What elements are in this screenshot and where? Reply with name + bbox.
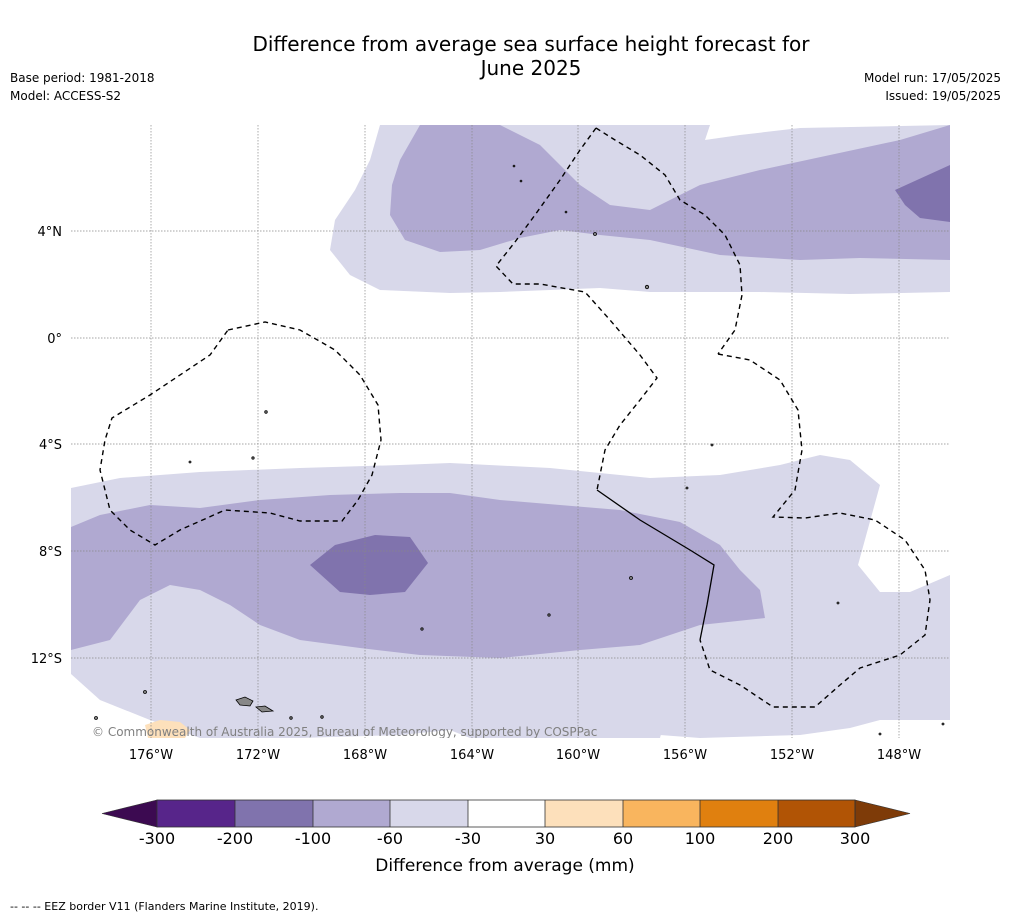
eez-north-west	[495, 127, 658, 491]
colorbar-tick: 60	[613, 829, 633, 848]
footnote-eez: -- -- -- EEZ border V11 (Flanders Marine…	[10, 900, 319, 913]
colorbar-tick: 200	[763, 829, 794, 848]
graticule	[71, 125, 950, 738]
lon-label-172w: 172°W	[236, 748, 280, 763]
colorbar-bin-7	[623, 800, 700, 827]
colorbar-tick: -200	[217, 829, 253, 848]
south-band-100-200	[310, 535, 428, 595]
colorbar-bin-2	[235, 800, 313, 827]
lon-label-152w: 152°W	[770, 748, 814, 763]
meta-right: Model run: 17/05/2025 Issued: 19/05/2025	[864, 69, 1001, 105]
lon-label-164w: 164°W	[450, 748, 494, 763]
eez-east	[699, 353, 931, 708]
lon-label-160w: 160°W	[556, 748, 600, 763]
latitude-labels: 4°N 0° 4°S 8°S 12°S	[31, 225, 62, 667]
colorbar-tick: -60	[377, 829, 403, 848]
colorbar-tick: 30	[535, 829, 555, 848]
positive-patch-30-60	[145, 720, 190, 738]
colorbar-bin-6	[545, 800, 623, 827]
colorbar: -300 -200 -100 -60 -30 30 60 100 200 300…	[101, 799, 911, 876]
colorbar-bin-8	[700, 800, 778, 827]
island-savaii	[235, 696, 254, 707]
colorbar-label: Difference from average (mm)	[375, 856, 634, 876]
lon-label-148w: 148°W	[877, 748, 921, 763]
colorbar-bin-3	[313, 800, 390, 827]
lat-label-0: 0°	[47, 332, 62, 347]
lat-label-12s: 12°S	[31, 652, 62, 667]
chart-title: Difference from average sea surface heig…	[200, 32, 862, 80]
colorbar-tick: 100	[685, 829, 716, 848]
colorbar-bin-5	[468, 800, 545, 827]
colorbar-tick: -100	[295, 829, 331, 848]
colorbar-bin-1	[157, 800, 235, 827]
map-panel: © Commonwealth of Australia 2025, Bureau…	[71, 125, 950, 739]
north-band-100-200	[895, 165, 950, 222]
lon-label-176w: 176°W	[129, 748, 173, 763]
eez-borders	[99, 127, 931, 708]
colorbar-min-extend	[101, 799, 158, 828]
base-period: Base period: 1981-2018	[10, 71, 155, 85]
eez-north	[595, 127, 743, 355]
lat-label-4s: 4°S	[39, 438, 62, 453]
north-band-60-100	[390, 125, 950, 260]
lat-label-4n: 4°N	[38, 225, 63, 240]
longitude-labels: 176°W 172°W 168°W 164°W 160°W 156°W 152°…	[129, 748, 921, 763]
meta-left: Base period: 1981-2018 Model: ACCESS-S2	[10, 69, 155, 105]
islands	[94, 164, 945, 736]
model-name: Model: ACCESS-S2	[10, 89, 122, 103]
lon-label-168w: 168°W	[343, 748, 387, 763]
issued-date: Issued: 19/05/2025	[885, 89, 1001, 103]
title-line-2: June 2025	[480, 56, 582, 80]
eez-solid-border	[596, 489, 715, 641]
colorbar-tick: 300	[840, 829, 871, 848]
lat-label-8s: 8°S	[39, 545, 62, 560]
colorbar-max-extend	[854, 799, 911, 828]
colorbar-tick: -30	[455, 829, 481, 848]
copyright-credit: © Commonwealth of Australia 2025, Bureau…	[92, 725, 597, 739]
colorbar-bin-9	[778, 800, 855, 827]
model-run: Model run: 17/05/2025	[863, 71, 1001, 85]
lon-label-156w: 156°W	[663, 748, 707, 763]
eez-west	[99, 321, 382, 546]
island-upolu	[255, 705, 275, 713]
colorbar-bin-4	[390, 800, 468, 827]
title-line-1: Difference from average sea surface heig…	[252, 32, 810, 56]
colorbar-tick: -300	[139, 829, 175, 848]
